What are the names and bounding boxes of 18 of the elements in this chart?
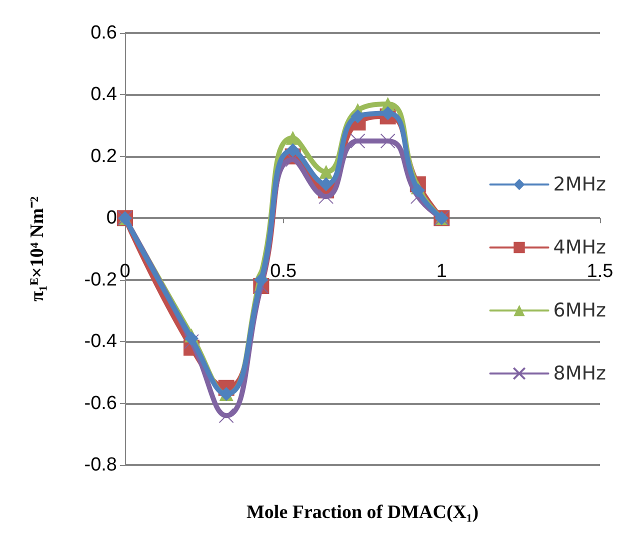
y-axis-title: π₁ᴱ×10⁴ Nm⁻² <box>27 196 48 302</box>
x-axis-title: Mole Fraction of DMAC(X₁) <box>246 502 479 523</box>
y-tick-label: -0.8 <box>84 454 117 476</box>
y-tick-label: -0.2 <box>84 269 117 290</box>
y-tick-label: -0.6 <box>84 392 117 414</box>
x-tick-label: 0 <box>120 261 130 282</box>
x-tick-label: 1.5 <box>586 261 614 282</box>
y-tick-label: -0.4 <box>84 331 118 352</box>
x-tick-label: 1 <box>436 261 447 282</box>
y-tick-label: 0.2 <box>90 146 117 167</box>
legend-label: 4MHz <box>553 236 606 258</box>
legend-label: 2MHz <box>553 174 606 196</box>
x-tick-label: 0.5 <box>270 261 297 282</box>
y-tick-label: 0 <box>106 208 117 229</box>
legend-label: 8MHz <box>553 362 606 384</box>
y-tick-label: 0.4 <box>90 84 118 106</box>
y-tick-label: 0.6 <box>90 22 117 44</box>
legend-label: 6MHz <box>553 300 606 322</box>
